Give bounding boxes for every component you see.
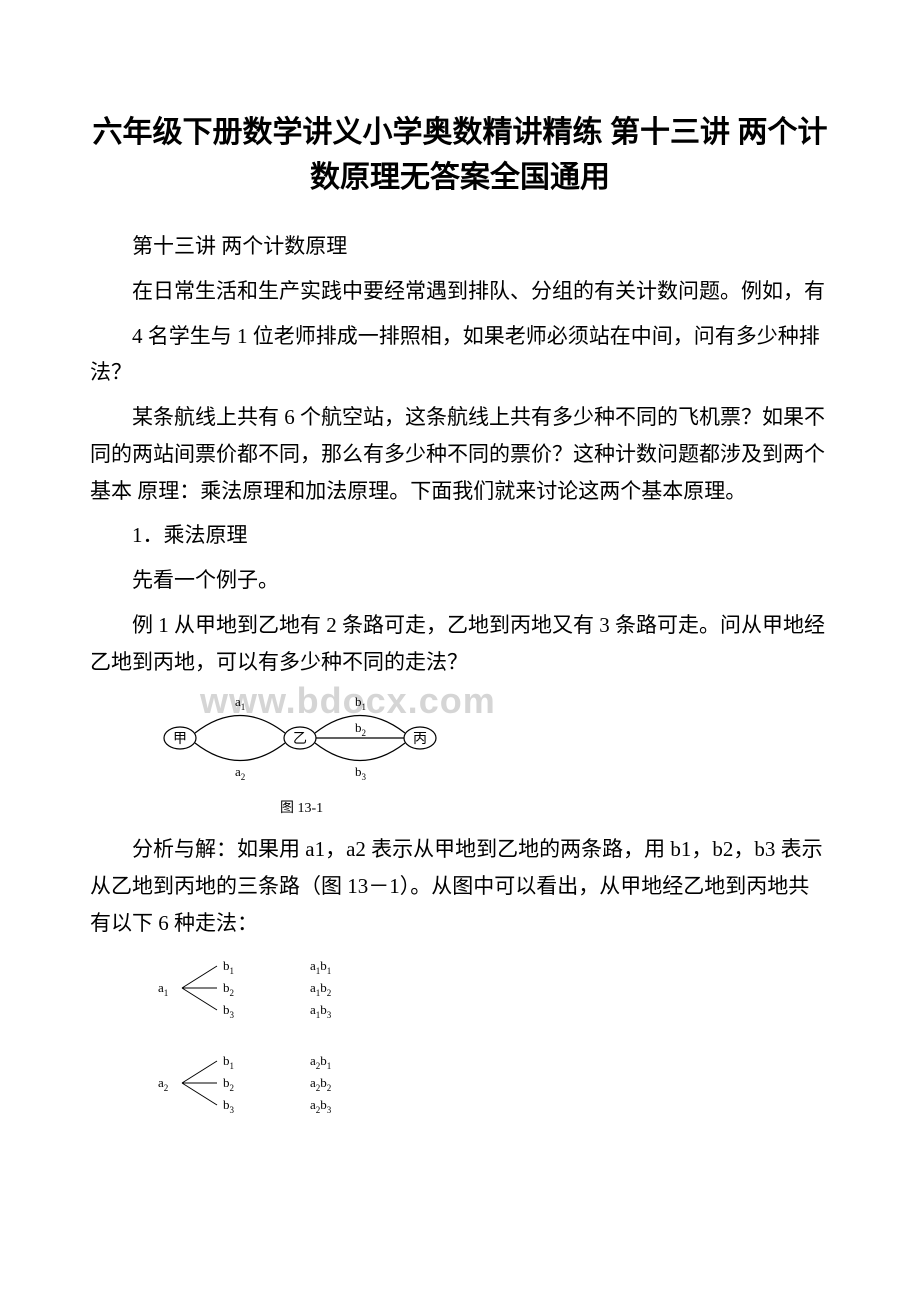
svg-text:a1b2: a1b2 xyxy=(310,980,331,998)
svg-text:b2: b2 xyxy=(223,980,234,998)
svg-text:b3: b3 xyxy=(223,1097,235,1115)
svg-text:b3: b3 xyxy=(223,1002,235,1020)
svg-text:b2: b2 xyxy=(223,1075,234,1093)
svg-text:a1b1: a1b1 xyxy=(310,958,331,976)
svg-text:b1: b1 xyxy=(223,958,234,976)
diagram-13-1: a1 a2 b1 b2 b3 甲 乙 丙 图 13-1 xyxy=(150,688,830,817)
route-graph: a1 a2 b1 b2 b3 甲 乙 丙 xyxy=(150,688,450,788)
paragraph-8: 分析与解：如果用 a1，a2 表示从甲地到乙地的两条路，用 b1，b2，b3 表… xyxy=(90,831,830,941)
svg-text:b1: b1 xyxy=(223,1053,234,1071)
svg-text:甲: 甲 xyxy=(173,732,187,747)
paragraph-2: 在日常生活和生产实践中要经常遇到排队、分组的有关计数问题。例如，有 xyxy=(90,273,830,310)
svg-text:丙: 丙 xyxy=(413,732,427,747)
svg-text:a1: a1 xyxy=(235,694,245,712)
paragraph-3: 4 名学生与 1 位老师排成一排照相，如果老师必须站在中间，问有多少种排法？ xyxy=(90,318,830,392)
paragraph-1: 第十三讲 两个计数原理 xyxy=(90,228,830,265)
svg-text:b1: b1 xyxy=(355,694,366,712)
diagram-caption: 图 13-1 xyxy=(280,797,830,817)
paragraph-4: 某条航线上共有 6 个航空站，这条航线上共有多少种不同的飞机票？如果不同的两站间… xyxy=(90,399,830,509)
svg-text:乙: 乙 xyxy=(293,731,307,747)
svg-text:a2b3: a2b3 xyxy=(310,1097,332,1115)
svg-text:a1b3: a1b3 xyxy=(310,1002,332,1020)
svg-text:b3: b3 xyxy=(355,764,367,782)
paragraph-7: 例 1 从甲地到乙地有 2 条路可走，乙地到丙地又有 3 条路可走。问从甲地经乙… xyxy=(90,607,830,681)
svg-text:a1: a1 xyxy=(158,980,168,998)
paragraph-6: 先看一个例子。 xyxy=(90,562,830,599)
document-content: 六年级下册数学讲义小学奥数精讲精练 第十三讲 两个计数原理无答案全国通用 第十三… xyxy=(90,110,830,1145)
svg-text:a2b2: a2b2 xyxy=(310,1075,331,1093)
diagram-tree: a1b1a1b1b2a1b2b3a1b3a2b1a2b1b2a2b2b3a2b3 xyxy=(150,950,830,1145)
enumeration-tree: a1b1a1b1b2a1b2b3a1b3a2b1a2b1b2a2b2b3a2b3 xyxy=(150,950,410,1140)
paragraph-5: 1．乘法原理 xyxy=(90,517,830,554)
svg-text:b2: b2 xyxy=(355,720,366,738)
svg-text:a2b1: a2b1 xyxy=(310,1053,331,1071)
svg-text:a2: a2 xyxy=(235,764,245,782)
page-title: 六年级下册数学讲义小学奥数精讲精练 第十三讲 两个计数原理无答案全国通用 xyxy=(90,110,830,200)
svg-text:a2: a2 xyxy=(158,1075,168,1093)
